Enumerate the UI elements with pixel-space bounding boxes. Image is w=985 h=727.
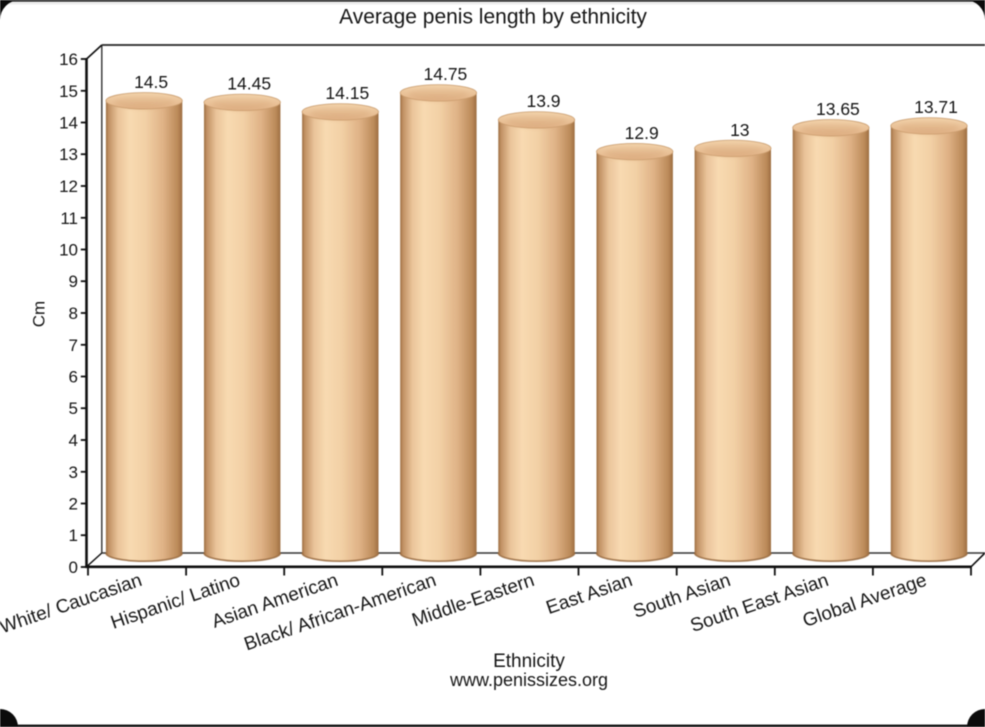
svg-text:3: 3	[69, 463, 78, 482]
svg-text:14.15: 14.15	[325, 83, 369, 103]
svg-text:0: 0	[69, 558, 78, 577]
svg-text:12: 12	[59, 177, 78, 196]
svg-text:14: 14	[59, 114, 78, 133]
svg-text:Cm: Cm	[30, 301, 49, 327]
svg-text:9: 9	[69, 272, 78, 291]
svg-text:www.penissizes.org: www.penissizes.org	[449, 670, 608, 690]
svg-text:5: 5	[69, 399, 78, 418]
svg-text:13.71: 13.71	[914, 97, 958, 117]
svg-text:14.75: 14.75	[424, 64, 468, 84]
svg-text:15: 15	[59, 82, 78, 101]
svg-text:11: 11	[60, 209, 78, 228]
svg-text:2: 2	[69, 495, 78, 514]
svg-text:13: 13	[730, 120, 749, 140]
svg-text:14.5: 14.5	[134, 72, 168, 92]
svg-text:12.9: 12.9	[625, 123, 659, 143]
svg-text:Average penis length by ethnic: Average penis length by ethnicity	[339, 6, 647, 29]
svg-text:6: 6	[69, 368, 78, 387]
svg-text:7: 7	[69, 336, 78, 355]
svg-text:13: 13	[59, 145, 78, 164]
svg-text:4: 4	[69, 431, 78, 450]
svg-text:13.65: 13.65	[816, 99, 860, 119]
svg-text:1: 1	[69, 526, 78, 545]
svg-text:Ethnicity: Ethnicity	[493, 651, 565, 672]
svg-text:13.9: 13.9	[526, 91, 560, 111]
svg-text:8: 8	[69, 304, 78, 323]
svg-text:10: 10	[59, 241, 78, 260]
svg-text:16: 16	[59, 50, 78, 69]
svg-text:14.45: 14.45	[227, 74, 271, 94]
